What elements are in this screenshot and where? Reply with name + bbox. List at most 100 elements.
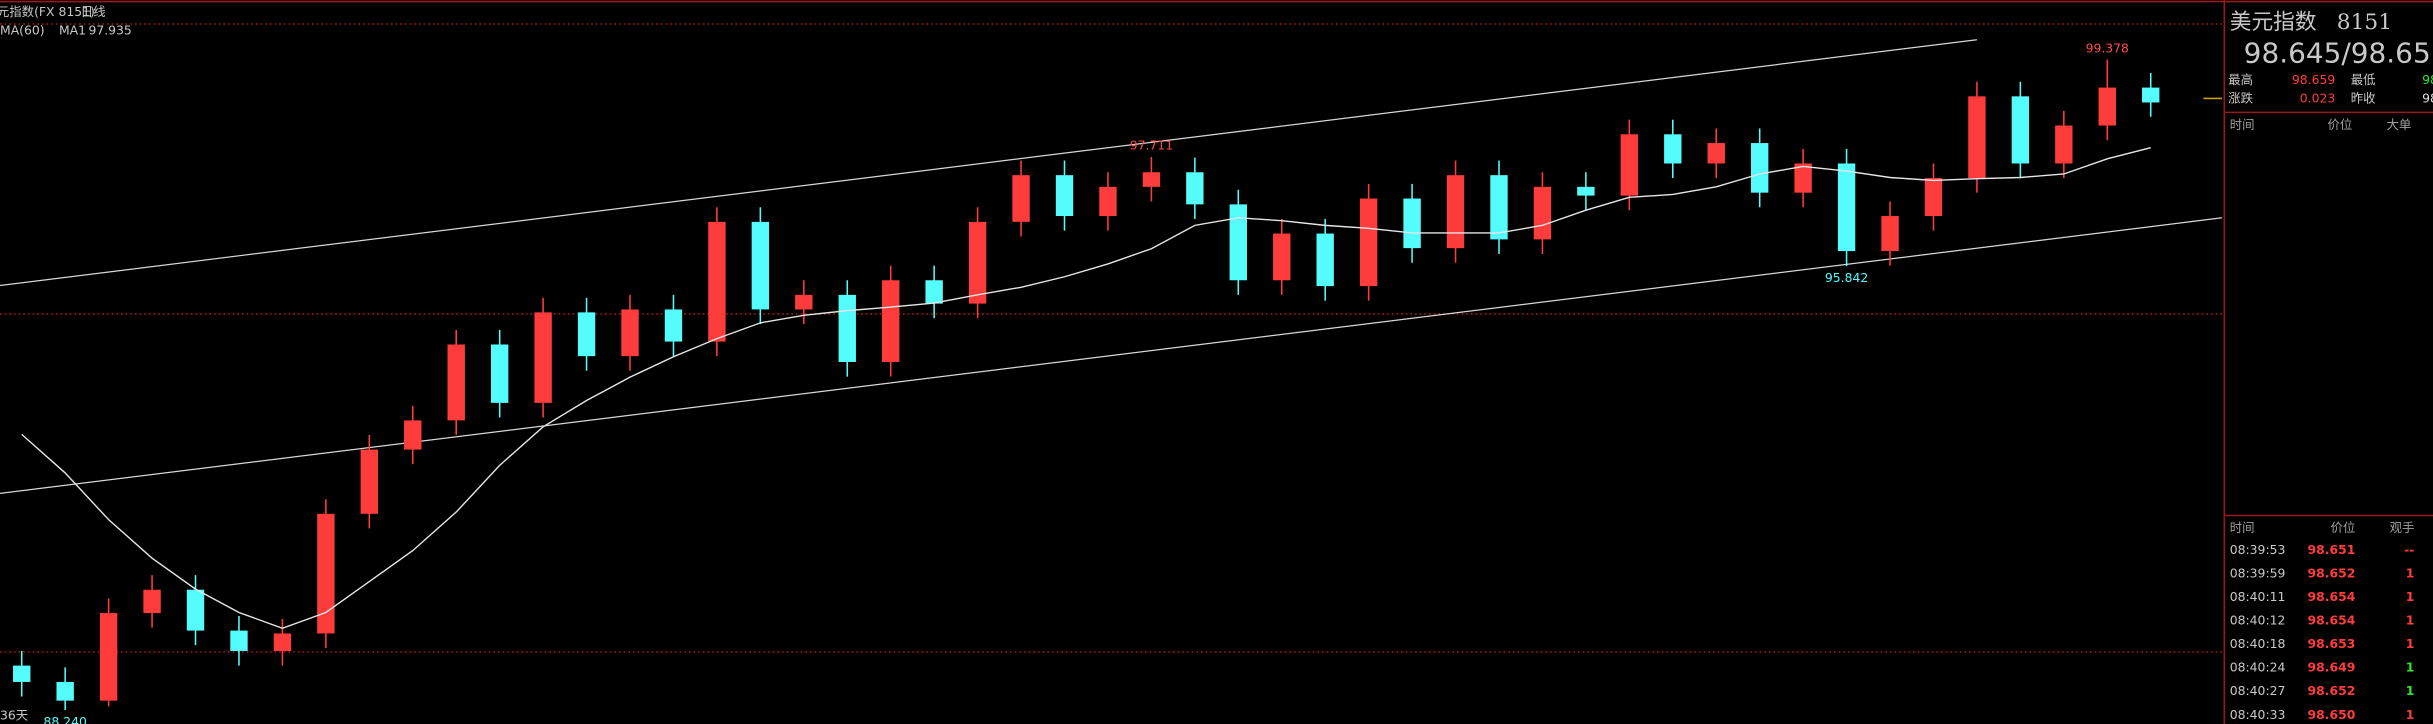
candle-body [360,449,379,514]
candle-body [1881,216,1899,252]
tick-volume: 1 [2406,589,2415,604]
candle-body [1490,175,1508,240]
tick-time: 08:40:18 [2230,636,2286,651]
candle-body [1924,178,1943,217]
quote-label: 最高 [2228,72,2253,87]
tick-price: 98.651 [2308,542,2356,557]
tick-price: 98.652 [2308,565,2356,580]
candle-body [925,280,943,304]
tick-time: 08:40:33 [2230,707,2286,722]
candle-body [2098,87,2116,126]
candle-body [186,589,205,631]
quote-value: 98 [2422,72,2433,87]
tick-header: 价位 [2331,520,2356,535]
tick-time: 08:40:12 [2230,613,2286,628]
candle-body [1186,172,1204,205]
candle-body [1012,175,1030,222]
candle-body [13,665,31,682]
quote-code: 8151 [2337,10,2392,35]
trendline [0,39,1977,287]
price-annotation: 88.240 [43,714,86,724]
panel-header: 时间 [2230,117,2255,132]
quote-name: 美元指数 [2230,10,2317,35]
tick-volume: 1 [2406,613,2415,628]
period[interactable]: 日线 [81,4,106,19]
tick-price: 98.649 [2308,660,2356,675]
candle-body [1359,198,1378,287]
trendline [0,217,2223,494]
quote-label: 最低 [2351,72,2376,87]
tick-volume: 1 [2406,636,2415,651]
candle-body [230,630,248,652]
candle-body [143,589,161,614]
candle-body [273,633,292,652]
tick-price: 98.654 [2308,613,2356,628]
tick-price: 98.653 [2308,636,2356,651]
quote-value: 98 [2422,91,2433,106]
candle-body [1707,143,1725,164]
candle-body [447,344,465,421]
tick-time: 08:40:11 [2230,589,2286,604]
candle-body [1142,172,1161,187]
tick-header: 观手 [2390,520,2415,535]
price-annotation: 99.378 [2086,40,2129,55]
price-annotation: 97.711 [1130,138,1173,153]
candle-body [1620,134,1639,196]
candle-body [795,294,813,310]
tick-volume: 1 [2406,565,2415,580]
candle-body [621,309,639,357]
quote-label: 涨跌 [2228,91,2253,106]
tick-price: 98.650 [2308,707,2356,722]
candle-body [1533,186,1552,240]
panel-header: 大单 [2386,117,2411,132]
candle-body [56,681,74,701]
candle-body [2055,125,2073,164]
candle-body [1968,96,1986,179]
candle-body [968,221,987,304]
tick-time: 08:40:24 [2230,660,2286,675]
ma-line [21,147,2151,629]
tick-price: 98.652 [2308,683,2356,698]
candle-body [1664,134,1682,164]
candle-body [404,420,422,450]
candle-body [1577,186,1595,196]
ma-value: 97.935 [88,23,131,38]
candle-body [1055,175,1074,217]
candle-body [490,344,509,403]
candle-body [1446,175,1465,249]
candle-body [1316,233,1334,287]
candle-body [1229,204,1247,281]
tick-time: 08:39:53 [2230,542,2286,557]
candle-body [2142,87,2160,103]
tick-volume: -- [2404,542,2414,557]
ma-name: MA1 [59,23,86,38]
bar-count: 36天 [0,708,28,723]
price-annotation: 95.842 [1825,270,1868,285]
candle-body [1750,143,1769,193]
indicator[interactable]: MA(60) [0,23,45,38]
candle-body [534,312,552,403]
candle-body [99,613,118,701]
tick-volume: 1 [2406,707,2415,722]
candle-body [1403,198,1421,249]
candle-body [751,221,770,310]
tick-volume: 1 [2406,660,2415,675]
candle-body [2011,96,2030,164]
tick-time: 08:40:27 [2230,683,2286,698]
quote-price: 98.645/98.65 [2244,36,2431,69]
tick-price: 98.654 [2308,589,2356,604]
tick-time: 08:39:59 [2230,565,2286,580]
candle-body [882,280,900,362]
candle-body [317,513,335,634]
candle-body [1273,233,1291,281]
candle-body [838,294,856,362]
tick-header: 时间 [2230,520,2255,535]
candle-body [1837,163,1856,252]
symbol: 美元指数(FX 8151) [0,4,95,19]
panel-header: 价位 [2327,117,2352,132]
quote-value: 0.023 [2300,91,2335,106]
candle-body [664,309,683,342]
